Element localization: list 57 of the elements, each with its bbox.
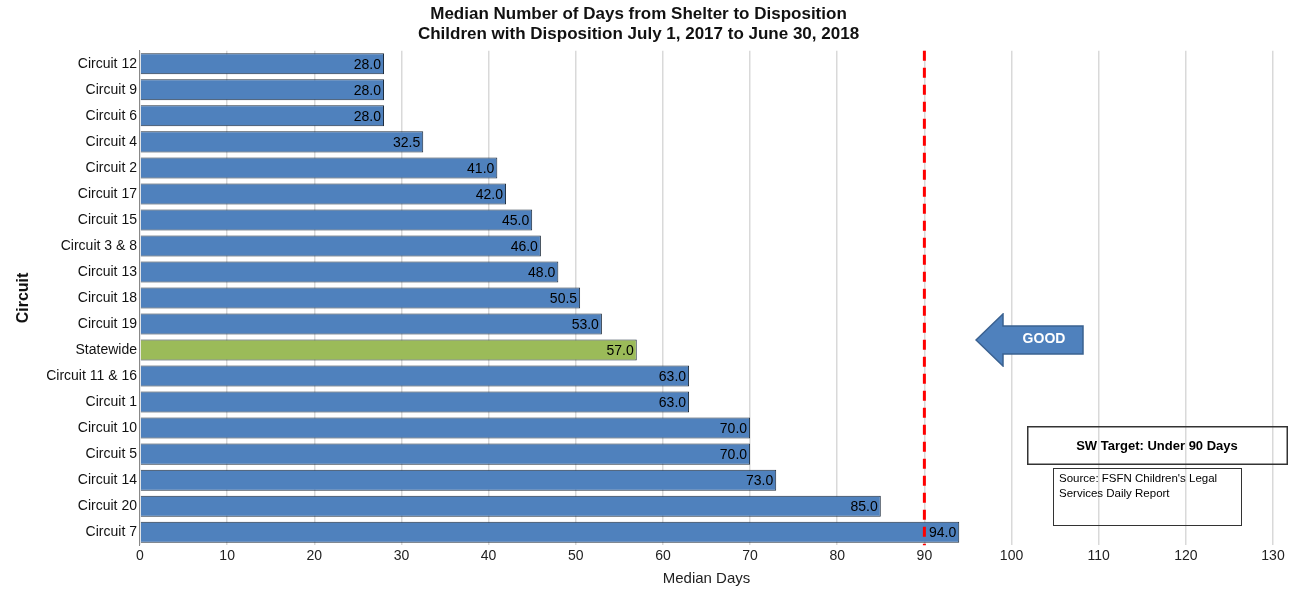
- y-tick-label: Circuit 11 & 16: [46, 366, 138, 383]
- x-tick-label: 110: [1087, 547, 1111, 564]
- y-tick-label: Circuit 10: [77, 418, 138, 435]
- y-tick-label: Circuit 13: [77, 262, 138, 279]
- x-tick-label: 40: [480, 547, 497, 564]
- y-tick-label: Circuit 2: [85, 158, 138, 175]
- data-label: 45.0: [501, 211, 530, 228]
- data-label: 41.0: [467, 159, 495, 176]
- x-tick-label: 120: [1174, 547, 1198, 564]
- data-label: 28.0: [353, 81, 382, 98]
- x-tick-label: 70: [742, 547, 759, 564]
- y-tick-label: Circuit 19: [77, 314, 138, 331]
- chart-subtitle: Children with Disposition July 1, 2017 to June 30, 2018: [417, 24, 860, 44]
- annotation: GOOD: [1021, 330, 1067, 346]
- data-label: 32.5: [392, 133, 421, 150]
- data-label: 46.0: [510, 237, 539, 254]
- y-tick-label: Circuit 18: [77, 288, 138, 305]
- data-label: 73.0: [745, 472, 774, 489]
- data-label: 94.0: [928, 524, 957, 541]
- x-tick-label: 20: [306, 547, 323, 564]
- chart-title: Median Number of Days from Shelter to Disposition: [430, 3, 847, 23]
- y-tick-label: Circuit 4: [85, 132, 138, 149]
- x-tick-label: 30: [393, 547, 410, 564]
- y-tick-label: Circuit 1: [85, 392, 138, 409]
- y-tick-label: Circuit 9: [85, 80, 138, 97]
- data-label: 48.0: [528, 263, 556, 280]
- data-label: 28.0: [353, 55, 382, 72]
- data-label: 70.0: [719, 445, 748, 462]
- data-label: 63.0: [658, 393, 687, 410]
- y-axis-title: Circuit: [14, 271, 32, 324]
- data-label: 70.0: [719, 419, 748, 436]
- y-tick-label: Circuit 6: [85, 106, 138, 123]
- data-label: 85.0: [850, 498, 879, 515]
- data-label: 28.0: [353, 107, 382, 124]
- x-tick-label: 0: [136, 547, 145, 564]
- y-tick-label: Circuit 3 & 8: [60, 236, 138, 253]
- y-tick-label: Circuit 20: [77, 497, 138, 514]
- y-tick-label: Circuit 15: [77, 210, 138, 227]
- x-tick-label: 100: [999, 547, 1024, 564]
- data-label: 57.0: [606, 341, 634, 358]
- y-tick-label: Circuit 7: [85, 523, 138, 540]
- x-tick-label: 50: [567, 547, 584, 564]
- y-tick-label: Circuit 14: [77, 471, 138, 488]
- y-tick-label: Circuit 12: [77, 54, 138, 71]
- x-axis-title: Median Days: [662, 569, 751, 587]
- data-label: 42.0: [475, 185, 504, 202]
- x-tick-label: 10: [219, 547, 236, 564]
- y-tick-label: Circuit 17: [77, 184, 138, 201]
- x-tick-label: 80: [829, 547, 846, 564]
- data-label: 63.0: [658, 367, 687, 384]
- y-tick-label: Circuit 5: [85, 444, 138, 461]
- y-tick-label: Statewide: [75, 340, 138, 357]
- x-tick-label: 90: [916, 547, 933, 564]
- x-tick-label: 130: [1261, 547, 1285, 564]
- data-label: 50.5: [549, 289, 578, 306]
- data-label: 53.0: [571, 315, 600, 332]
- x-tick-label: 60: [655, 547, 671, 564]
